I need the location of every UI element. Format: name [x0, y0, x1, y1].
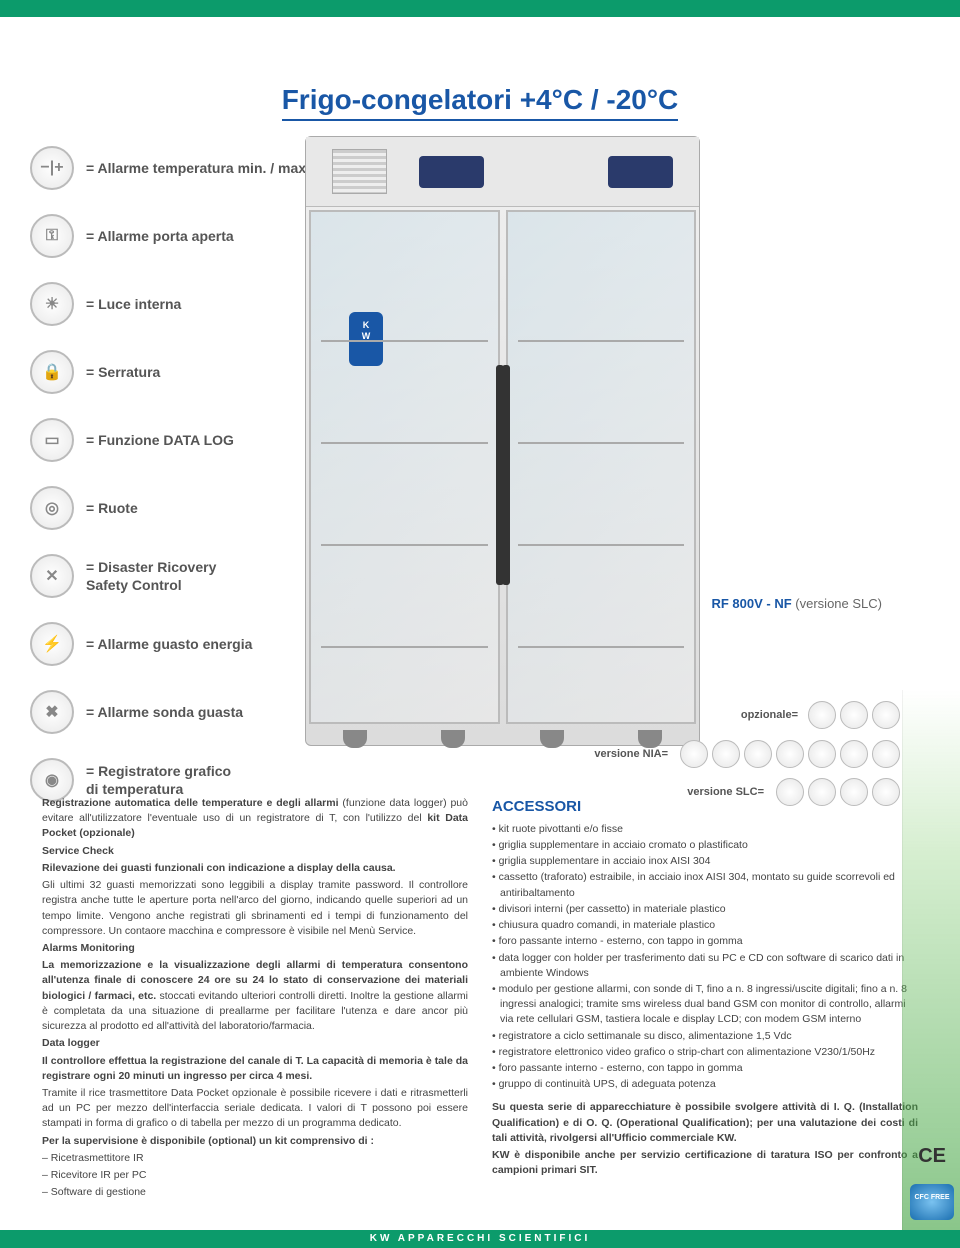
list-item: registratore a ciclo settimanale su disc…	[492, 1029, 918, 1044]
version-nia-row: versione NIA=	[590, 740, 900, 768]
iq-oq-para: Su questa serie di apparecchiature è pos…	[492, 1101, 918, 1143]
legend-label: = Disaster Ricovery Safety Control	[86, 558, 216, 594]
optional-label: opzionale=	[741, 709, 798, 721]
main-area: −|+ = Allarme temperatura min. / max ⚿ =…	[0, 146, 960, 766]
model-label: RF 800V - NF (versione SLC)	[711, 596, 882, 611]
legend-door-alarm: ⚿ = Allarme porta aperta	[30, 214, 310, 258]
mini-icon	[776, 740, 804, 768]
thermo-alarm-icon: −|+	[30, 146, 74, 190]
legend-label: = Allarme sonda guasta	[86, 703, 243, 721]
mini-icon	[680, 740, 708, 768]
disaster-icon: ✕	[30, 554, 74, 598]
controller-panel	[608, 156, 673, 188]
fridge-top	[306, 137, 699, 207]
para-registration: Registrazione automatica delle temperatu…	[42, 796, 468, 842]
vent-icon	[332, 149, 387, 194]
list-item: foro passante interno - esterno, con tap…	[492, 934, 918, 949]
sub-bar	[0, 15, 960, 39]
list-item: griglia supplementare in acciaio inox AI…	[492, 854, 918, 869]
title-wrap: Frigo-congelatori +4°C / -20°C	[0, 84, 960, 121]
legend-wheels: ◎ = Ruote	[30, 486, 310, 530]
footer-band: KW APPARECCHI SCIENTIFICI	[0, 1230, 960, 1248]
fridge-illustration: K W	[305, 136, 700, 746]
optional-row: opzionale=	[741, 701, 900, 729]
probe-fail-icon: ✖	[30, 690, 74, 734]
mini-icon	[872, 740, 900, 768]
list-item: modulo per gestione allarmi, con sonde d…	[492, 982, 918, 1028]
page-title: Frigo-congelatori +4°C / -20°C	[282, 84, 679, 121]
list-item: gruppo di continuità UPS, di adeguata po…	[492, 1077, 918, 1092]
dl-text: Tramite il rice trasmettitore Data Pocke…	[42, 1086, 468, 1132]
product-image: K W	[305, 136, 700, 746]
legend-label: = Luce interna	[86, 295, 181, 313]
bold-span: Registrazione automatica delle temperatu…	[42, 797, 339, 809]
kit-item: – Software di gestione	[42, 1185, 468, 1200]
kit-item: – Ricevitore IR per PC	[42, 1168, 468, 1183]
handle-icon	[502, 365, 510, 585]
sc-bold: Rilevazione dei guasti funzionali con in…	[42, 862, 396, 874]
kit-intro: Per la supervisione è disponibile (optio…	[42, 1135, 374, 1147]
list-item: foro passante interno - esterno, con tap…	[492, 1061, 918, 1076]
accessori-title: ACCESSORI	[492, 796, 918, 818]
legend-label: = Registratore grafico di temperatura	[86, 762, 231, 798]
data-logger-title: Data logger	[42, 1037, 100, 1049]
doors: K W	[306, 207, 699, 727]
right-column: ACCESSORI kit ruote pivottanti e/o fisse…	[492, 796, 918, 1202]
dl-bold: Il controllore effettua la registrazione…	[42, 1055, 468, 1082]
model-suffix: (versione SLC)	[795, 596, 882, 611]
legend-column: −|+ = Allarme temperatura min. / max ⚿ =…	[30, 146, 310, 826]
top-green-bar	[0, 0, 960, 15]
datalog-icon: ▭	[30, 418, 74, 462]
mini-icon	[808, 740, 836, 768]
model-code: RF 800V - NF	[711, 596, 791, 611]
list-item: chiusura quadro comandi, in materiale pl…	[492, 918, 918, 933]
light-icon: ☀	[30, 282, 74, 326]
legend-label: = Serratura	[86, 363, 160, 381]
service-check-title: Service Check	[42, 845, 114, 857]
legend-disaster: ✕ = Disaster Ricovery Safety Control	[30, 554, 310, 598]
wheels-icon: ◎	[30, 486, 74, 530]
door-alarm-icon: ⚿	[30, 214, 74, 258]
sc-text: Gli ultimi 32 guasti memorizzati sono le…	[42, 878, 468, 939]
mini-icon	[712, 740, 740, 768]
mini-icon	[808, 701, 836, 729]
legend-label: = Allarme guasto energia	[86, 635, 252, 653]
legend-datalog: ▭ = Funzione DATA LOG	[30, 418, 310, 462]
list-item: griglia supplementare in acciaio cromato…	[492, 838, 918, 853]
legend-lock: 🔒 = Serratura	[30, 350, 310, 394]
legend-label: = Funzione DATA LOG	[86, 431, 234, 449]
accessori-list: kit ruote pivottanti e/o fisse griglia s…	[492, 822, 918, 1093]
mini-icon	[872, 701, 900, 729]
cfc-badge: CFC FREE	[910, 1184, 954, 1220]
legend-power-fail: ⚡ = Allarme guasto energia	[30, 622, 310, 666]
list-item: registratore elettronico video grafico o…	[492, 1045, 918, 1060]
mini-icon	[840, 740, 868, 768]
legend-temp-alarm: −|+ = Allarme temperatura min. / max	[30, 146, 310, 190]
list-item: kit ruote pivottanti e/o fisse	[492, 822, 918, 837]
door-left: K W	[309, 210, 500, 724]
list-item: data logger con holder per trasferimento…	[492, 951, 918, 981]
left-column: Registrazione automatica delle temperatu…	[42, 796, 468, 1202]
iso-para: KW è disponibile anche per servizio cert…	[492, 1149, 918, 1176]
legend-label: = Allarme temperatura min. / max	[86, 159, 306, 177]
controller-panel	[419, 156, 484, 188]
version-nia-label: versione NIA=	[594, 748, 668, 760]
kit-item: – Ricetrasmettitore IR	[42, 1151, 468, 1166]
ce-mark: CE	[918, 1145, 946, 1168]
legend-label: = Ruote	[86, 499, 138, 517]
legend-probe-fail: ✖ = Allarme sonda guasta	[30, 690, 310, 734]
legend-label: = Allarme porta aperta	[86, 227, 234, 245]
list-item: cassetto (traforato) estraibile, in acci…	[492, 870, 918, 900]
mini-icon	[840, 701, 868, 729]
lock-icon: 🔒	[30, 350, 74, 394]
legend-light: ☀ = Luce interna	[30, 282, 310, 326]
power-fail-icon: ⚡	[30, 622, 74, 666]
body-columns: Registrazione automatica delle temperatu…	[42, 796, 918, 1202]
door-right	[506, 210, 697, 724]
am-para: La memorizzazione e la visualizzazione d…	[42, 958, 468, 1034]
alarms-monitoring-title: Alarms Monitoring	[42, 942, 135, 954]
mini-icon	[744, 740, 772, 768]
list-item: divisori interni (per cassetto) in mater…	[492, 902, 918, 917]
